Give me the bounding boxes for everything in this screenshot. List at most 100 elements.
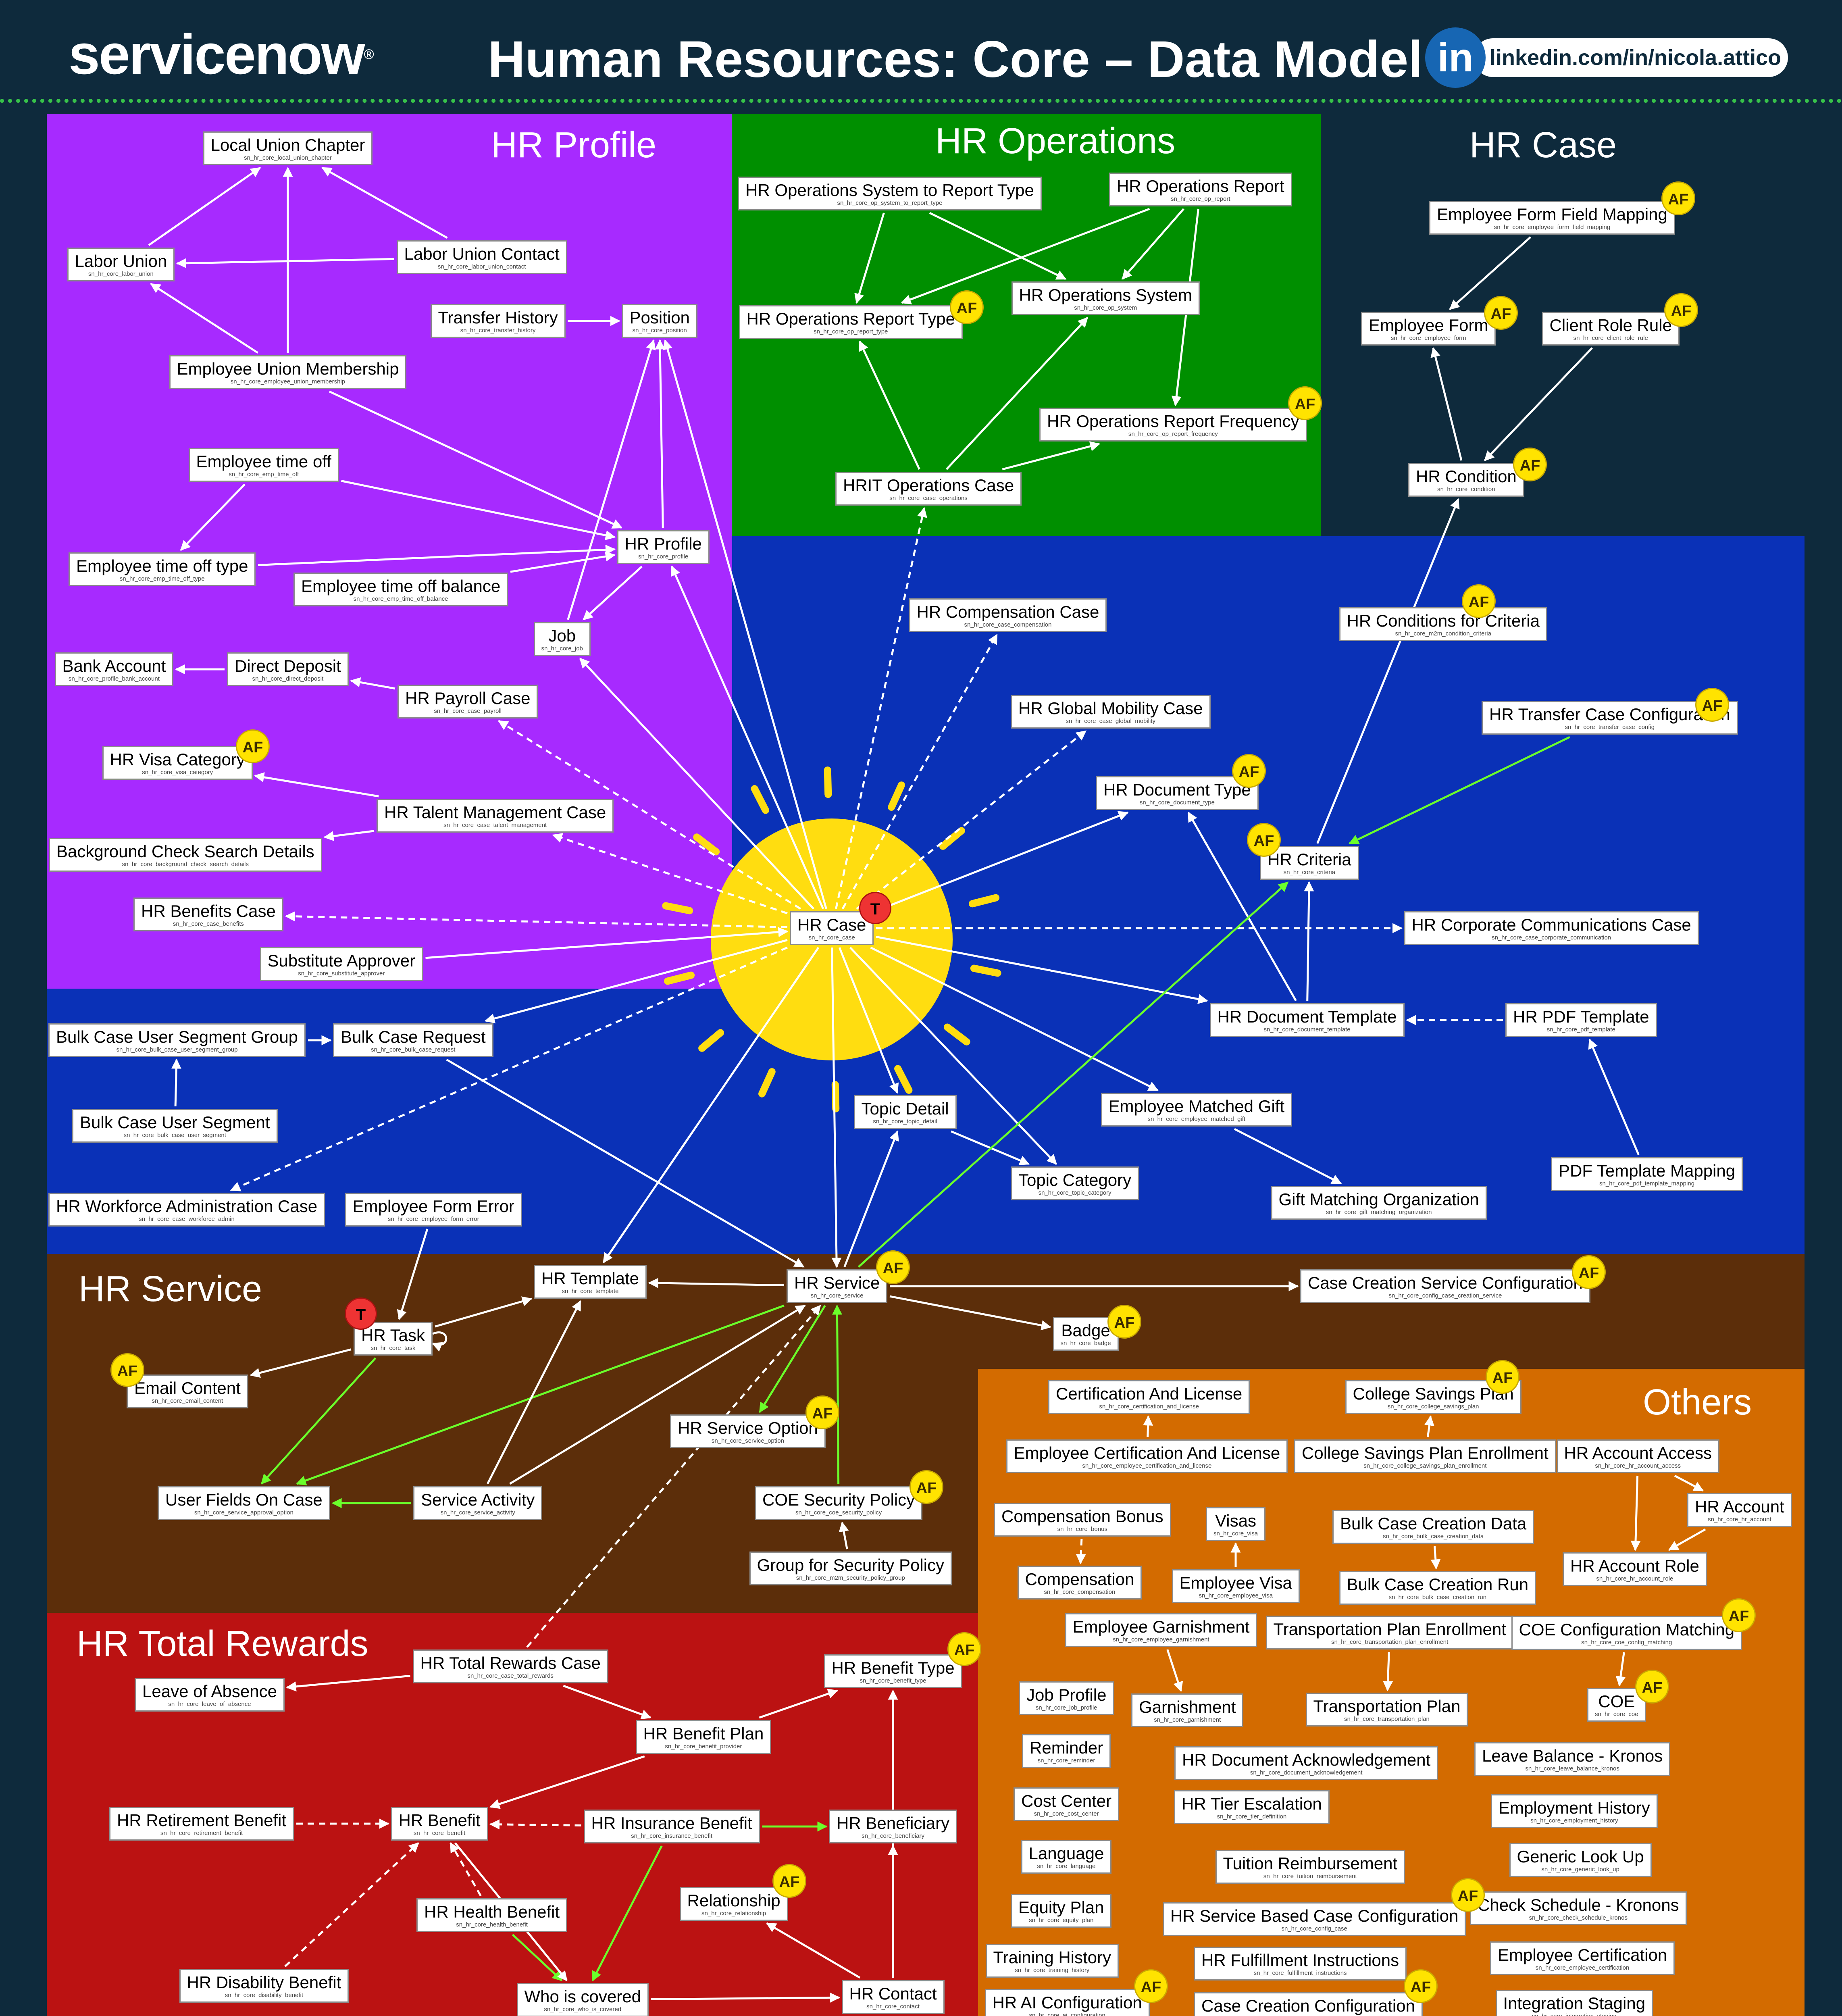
table-node-college-savings-plan-enrollment[interactable]: College Savings Plan Enrollment sn_hr_cor… bbox=[1294, 1439, 1556, 1473]
table-node-user-fields-on-case[interactable]: User Fields On Case sn_hr_core_service_ap… bbox=[158, 1486, 330, 1520]
table-node-employee-certification-and-license[interactable]: Employee Certification And License sn_hr_… bbox=[1006, 1439, 1288, 1473]
table-node-hr-conditions-for-criteria[interactable]: HR Conditions for Criteria sn_hr_core_m2m… bbox=[1339, 607, 1547, 641]
table-node-hr-disability-benefit[interactable]: HR Disability Benefit sn_hr_core_disabili… bbox=[179, 1969, 349, 2003]
table-node-hr-condition[interactable]: HR Condition sn_hr_core_condition bbox=[1408, 463, 1524, 497]
table-node-hr-case[interactable]: HR Case sn_hr_core_case bbox=[790, 911, 874, 945]
table-node-leave-of-absence[interactable]: Leave of Absence sn_hr_core_leave_of_abse… bbox=[135, 1678, 285, 1712]
table-node-local-union-chapter[interactable]: Local Union Chapter sn_hr_core_local_unio… bbox=[203, 131, 373, 165]
table-node-employee-form-field-mapping[interactable]: Employee Form Field Mapping sn_hr_core_em… bbox=[1429, 201, 1675, 235]
table-node-relationship[interactable]: Relationship sn_hr_core_relationship bbox=[679, 1887, 788, 1921]
table-node-bulk-case-creation-run[interactable]: Bulk Case Creation Run sn_hr_core_bulk_ca… bbox=[1339, 1571, 1536, 1605]
table-node-pdf-template-mapping[interactable]: PDF Template Mapping sn_hr_core_pdf_templ… bbox=[1551, 1157, 1743, 1191]
table-node-compensation[interactable]: Compensation sn_hr_core_compensation bbox=[1017, 1566, 1142, 1599]
table-node-bulk-case-user-segment[interactable]: Bulk Case User Segment sn_hr_core_bulk_ca… bbox=[72, 1109, 278, 1143]
table-node-hr-template[interactable]: HR Template sn_hr_core_template bbox=[534, 1265, 647, 1299]
table-node-topic-detail[interactable]: Topic Detail sn_hr_core_topic_detail bbox=[853, 1095, 957, 1129]
table-node-garnishment[interactable]: Garnishment sn_hr_core_garnishment bbox=[1131, 1693, 1244, 1727]
table-node-hr-compensation-case[interactable]: HR Compensation Case sn_hr_core_case_comp… bbox=[909, 598, 1107, 632]
table-node-who-is-covered[interactable]: Who is covered sn_hr_core_who_is_covered bbox=[516, 1983, 649, 2016]
table-node-position[interactable]: Position sn_hr_core_position bbox=[622, 304, 697, 338]
table-node-bulk-case-request[interactable]: Bulk Case Request sn_hr_core_bulk_case_re… bbox=[333, 1023, 493, 1057]
table-node-hr-service-option[interactable]: HR Service Option sn_hr_core_service_opti… bbox=[670, 1414, 826, 1448]
table-node-employment-history[interactable]: Employment History sn_hr_core_employment_… bbox=[1491, 1794, 1658, 1828]
table-node-hr-task[interactable]: HR Task sn_hr_core_task bbox=[354, 1322, 433, 1356]
table-node-case-creation-service-config[interactable]: Case Creation Service Configuration sn_hr… bbox=[1300, 1269, 1590, 1303]
table-node-hr-fulfillment-instructions[interactable]: HR Fulfillment Instructions sn_hr_core_fu… bbox=[1194, 1947, 1407, 1981]
table-node-transportation-plan[interactable]: Transportation Plan sn_hr_core_transporta… bbox=[1305, 1693, 1468, 1727]
table-node-email-content[interactable]: Email Content sn_hr_core_email_content bbox=[127, 1375, 248, 1408]
table-node-hr-beneficiary[interactable]: HR Beneficiary sn_hr_core_beneficiary bbox=[829, 1810, 957, 1843]
table-node-hr-transfer-case-config[interactable]: HR Transfer Case Configuration sn_hr_core… bbox=[1482, 701, 1738, 735]
table-node-hr-benefit-plan[interactable]: HR Benefit Plan sn_hr_core_benefit_provid… bbox=[635, 1720, 772, 1754]
table-node-gift-matching-org[interactable]: Gift Matching Organization sn_hr_core_gif… bbox=[1271, 1186, 1487, 1220]
table-node-transfer-history[interactable]: Transfer History sn_hr_core_transfer_hist… bbox=[430, 304, 566, 338]
table-node-employee-form[interactable]: Employee Form sn_hr_core_employee_form bbox=[1361, 312, 1496, 346]
table-node-hr-total-rewards-case[interactable]: HR Total Rewards Case sn_hr_core_case_tot… bbox=[412, 1649, 608, 1683]
table-node-bulk-case-creation-data[interactable]: Bulk Case Creation Data sn_hr_core_bulk_c… bbox=[1332, 1510, 1534, 1544]
table-node-hr-account-access[interactable]: HR Account Access sn_hr_core_hr_account_a… bbox=[1556, 1439, 1719, 1473]
table-node-bulk-case-user-segment-group[interactable]: Bulk Case User Segment Group sn_hr_core_b… bbox=[48, 1023, 306, 1057]
table-node-hr-account[interactable]: HR Account sn_hr_core_hr_account bbox=[1687, 1493, 1792, 1527]
linkedin-link[interactable]: linkedin.com/in/nicola.attico in bbox=[1425, 27, 1788, 88]
table-node-hr-payroll-case[interactable]: HR Payroll Case sn_hr_core_case_payroll bbox=[398, 685, 538, 719]
table-node-hr-retirement-benefit[interactable]: HR Retirement Benefit sn_hr_core_retireme… bbox=[109, 1807, 294, 1841]
table-node-hr-talent-management-case[interactable]: HR Talent Management Case sn_hr_core_case… bbox=[377, 799, 614, 833]
table-node-training-history[interactable]: Training History sn_hr_core_training_hist… bbox=[985, 1944, 1119, 1978]
table-node-hr-ops-report-type[interactable]: HR Operations Report Type sn_hr_core_op_r… bbox=[739, 305, 963, 339]
table-node-hr-ops-system-to-report-type[interactable]: HR Operations System to Report Type sn_hr… bbox=[738, 177, 1042, 210]
table-node-employee-time-off[interactable]: Employee time off sn_hr_core_emp_time_off bbox=[188, 448, 339, 482]
table-node-check-schedule-kronons[interactable]: Check Schedule - Kronons sn_hr_core_check… bbox=[1470, 1891, 1687, 1925]
table-node-substitute-approver[interactable]: Substitute Approver sn_hr_core_substitute… bbox=[260, 947, 423, 981]
table-node-group-for-security-policy[interactable]: Group for Security Policy sn_hr_core_m2m_… bbox=[749, 1552, 952, 1585]
table-node-hr-service[interactable]: HR Service sn_hr_core_service bbox=[787, 1269, 888, 1303]
table-node-hr-pdf-template[interactable]: HR PDF Template sn_hr_core_pdf_template bbox=[1505, 1003, 1657, 1037]
table-node-reminder[interactable]: Reminder sn_hr_core_reminder bbox=[1022, 1734, 1111, 1768]
table-node-language[interactable]: Language sn_hr_core_language bbox=[1021, 1840, 1112, 1874]
table-node-employee-union-membership[interactable]: Employee Union Membership sn_hr_core_empl… bbox=[169, 355, 407, 389]
table-node-hr-insurance-benefit[interactable]: HR Insurance Benefit sn_hr_core_insurance… bbox=[583, 1810, 760, 1843]
table-node-hr-ops-report-frequency[interactable]: HR Operations Report Frequency sn_hr_core… bbox=[1039, 408, 1307, 442]
table-node-compensation-bonus[interactable]: Compensation Bonus sn_hr_core_bonus bbox=[994, 1503, 1171, 1537]
table-node-hr-benefit[interactable]: HR Benefit sn_hr_core_benefit bbox=[391, 1807, 488, 1841]
table-node-hr-document-type[interactable]: HR Document Type sn_hr_core_document_type bbox=[1096, 776, 1259, 810]
table-node-tuition-reimbursement[interactable]: Tuition Reimbursement sn_hr_core_tuition_… bbox=[1215, 1850, 1405, 1884]
table-node-employee-form-error[interactable]: Employee Form Error sn_hr_core_employee_f… bbox=[345, 1193, 522, 1227]
table-node-hr-health-benefit[interactable]: HR Health Benefit sn_hr_core_health_benef… bbox=[416, 1898, 568, 1932]
table-node-labor-union[interactable]: Labor Union sn_hr_core_labor_union bbox=[67, 248, 175, 281]
table-node-hr-benefit-type[interactable]: HR Benefit Type sn_hr_core_benefit_type bbox=[824, 1654, 962, 1688]
table-node-employee-certification[interactable]: Employee Certification sn_hr_core_employe… bbox=[1490, 1941, 1675, 1975]
table-node-coe-security-policy[interactable]: COE Security Policy sn_hr_core_coe_securi… bbox=[755, 1486, 923, 1520]
table-node-hr-ops-report[interactable]: HR Operations Report sn_hr_core_op_report bbox=[1109, 173, 1292, 206]
table-node-employee-time-off-type[interactable]: Employee time off type sn_hr_core_emp_tim… bbox=[69, 552, 256, 586]
table-node-hr-service-based-case-config[interactable]: HR Service Based Case Configuration sn_hr… bbox=[1163, 1902, 1466, 1936]
table-node-hr-visa-category[interactable]: HR Visa Category sn_hr_core_visa_category bbox=[102, 746, 253, 780]
table-node-hrit-ops-case[interactable]: HRIT Operations Case sn_hr_core_case_oper… bbox=[835, 472, 1022, 506]
table-node-background-check-search-details[interactable]: Background Check Search Details sn_hr_cor… bbox=[49, 838, 322, 872]
table-node-job-profile[interactable]: Job Profile sn_hr_core_job_profile bbox=[1019, 1681, 1114, 1715]
table-node-college-savings-plan[interactable]: College Savings Plan sn_hr_core_college_s… bbox=[1345, 1380, 1521, 1414]
table-node-hr-tier-escalation[interactable]: HR Tier Escalation sn_hr_core_tier_defini… bbox=[1174, 1790, 1330, 1824]
linkedin-icon[interactable]: in bbox=[1425, 27, 1486, 88]
table-node-hr-document-template[interactable]: HR Document Template sn_hr_core_document_… bbox=[1209, 1003, 1405, 1037]
table-node-hr-ai-configuration[interactable]: HR AI Configuration sn_hr_core_ai_configu… bbox=[984, 1989, 1150, 2016]
table-node-direct-deposit[interactable]: Direct Deposit sn_hr_core_direct_deposit bbox=[227, 652, 349, 686]
linkedin-url[interactable]: linkedin.com/in/nicola.attico bbox=[1474, 38, 1788, 77]
table-node-hr-document-acknowledgement[interactable]: HR Document Acknowledgement sn_hr_core_do… bbox=[1174, 1746, 1438, 1780]
table-node-certification-and-license[interactable]: Certification And License sn_hr_core_cert… bbox=[1048, 1380, 1250, 1414]
table-node-client-role-rule[interactable]: Client Role Rule sn_hr_core_client_role_r… bbox=[1542, 312, 1680, 346]
table-node-hr-criteria[interactable]: HR Criteria sn_hr_core_criteria bbox=[1260, 846, 1359, 880]
table-node-equity-plan[interactable]: Equity Plan sn_hr_core_equity_plan bbox=[1011, 1894, 1112, 1928]
table-node-visas[interactable]: Visas sn_hr_core_visa bbox=[1206, 1507, 1266, 1541]
table-node-hr-corporate-communications-case[interactable]: HR Corporate Communications Case sn_hr_co… bbox=[1404, 911, 1699, 945]
table-node-labor-union-contact[interactable]: Labor Union Contact sn_hr_core_labor_unio… bbox=[396, 240, 567, 274]
table-node-hr-benefits-case[interactable]: HR Benefits Case sn_hr_core_case_benefits bbox=[133, 898, 283, 931]
table-node-employee-time-off-balance[interactable]: Employee time off balance sn_hr_core_emp_… bbox=[293, 573, 508, 606]
table-node-hr-global-mobility-case[interactable]: HR Global Mobility Case sn_hr_core_case_g… bbox=[1011, 695, 1211, 729]
table-node-leave-balance-kronos[interactable]: Leave Balance - Kronos sn_hr_core_leave_b… bbox=[1474, 1742, 1671, 1776]
table-node-generic-look-up[interactable]: Generic Look Up sn_hr_core_generic_look_u… bbox=[1509, 1843, 1652, 1877]
table-node-hr-ops-system[interactable]: HR Operations System sn_hr_core_op_system bbox=[1011, 281, 1200, 315]
table-node-bank-account[interactable]: Bank Account sn_hr_core_profile_bank_acco… bbox=[54, 652, 174, 686]
table-node-case-creation-configuration[interactable]: Case Creation Configurationsn_hr_core_bu… bbox=[1194, 1992, 1423, 2016]
table-node-service-activity[interactable]: Service Activity sn_hr_core_service_activ… bbox=[413, 1486, 543, 1520]
table-node-hr-profile[interactable]: HR Profile sn_hr_core_profile bbox=[617, 530, 710, 564]
